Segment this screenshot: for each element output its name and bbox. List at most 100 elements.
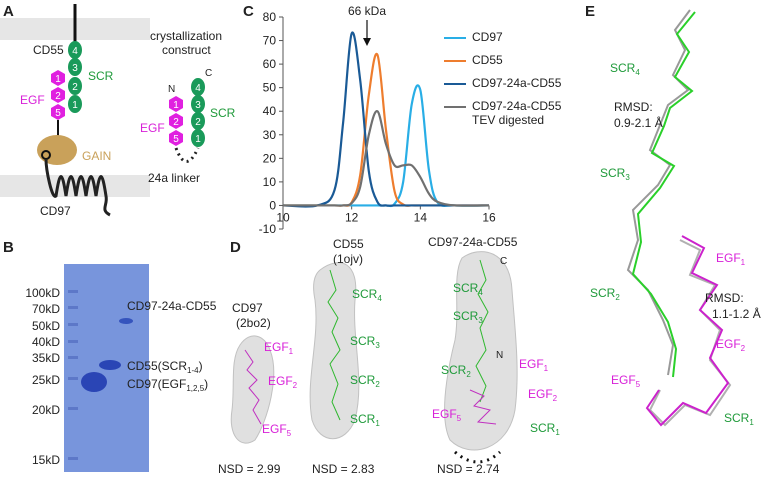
egf-domains (51, 70, 65, 120)
y-tick-label: 80 (263, 10, 277, 24)
domain-label: EGF2 (716, 337, 746, 353)
terminus: C (500, 256, 507, 267)
marker-label: 50kD (32, 319, 60, 333)
legend-entry: CD55 (444, 53, 580, 67)
panel-letter: D (230, 239, 241, 256)
legend-swatch (444, 83, 466, 85)
panel-letter: B (3, 239, 14, 256)
series-line (283, 52, 489, 207)
model-name: (2bo2) (236, 316, 271, 330)
linker (454, 450, 502, 464)
ribbons (244, 259, 497, 425)
domain-label: EGF5 (611, 373, 641, 389)
x-tick-label: 12 (345, 210, 359, 224)
domain-label: SCR3 (600, 166, 630, 182)
label: 24a linker (148, 171, 200, 185)
marker-label: 100kD (25, 286, 60, 300)
y-tick-label: 70 (263, 34, 277, 48)
domain-label: SCR2 (350, 373, 380, 389)
marker-label: 20kD (32, 403, 60, 417)
domain-label: SCR1 (350, 412, 380, 428)
series-line (283, 110, 490, 207)
marker-label: 40kD (32, 335, 60, 349)
label: EGF (20, 93, 45, 107)
y-tick-label: 10 (263, 175, 277, 189)
legend-swatch (444, 106, 466, 108)
label: CD55 (33, 43, 64, 57)
model-name: CD97 (232, 301, 263, 315)
label: construct (162, 43, 211, 57)
x-tick-label: 10 (276, 210, 290, 224)
domain-label: EGF2 (528, 387, 558, 403)
domain-number: 3 (195, 100, 201, 111)
label: crystallization (150, 29, 222, 43)
domain-number: 3 (72, 63, 78, 74)
legend-label: CD55 (472, 53, 503, 67)
marker-label: 25kD (32, 373, 60, 387)
annotation: 66 kDa (348, 4, 386, 18)
domain-number: 2 (72, 82, 78, 93)
band-label: CD55(SCR1-4) (127, 359, 203, 375)
legend-entry: CD97-24a-CD55 TEV digested (444, 99, 580, 127)
domain-label: SCR2 (441, 363, 471, 379)
superposition (626, 9, 732, 427)
domain-label: SCR4 (610, 61, 640, 77)
domain-label: SCR1 (724, 411, 754, 427)
legend-label: CD97 (472, 30, 503, 44)
domain-label: EGF5 (432, 407, 462, 423)
rmsd: 1.1-1.2 Å (712, 306, 761, 321)
scr-domains (191, 78, 205, 147)
label: N (168, 84, 175, 95)
series-line (282, 31, 489, 208)
label: SCR (88, 69, 114, 83)
domain-label: EGF1 (519, 357, 549, 373)
terminus: N (496, 350, 503, 361)
domain-label: EGF5 (262, 422, 292, 438)
domain-label: SCR3 (350, 334, 380, 350)
legend-swatch (444, 37, 466, 39)
rmsd: 0.9-2.1 Å (614, 115, 663, 130)
y-tick-label: 40 (263, 104, 277, 118)
gain-domain (37, 135, 77, 165)
domain-number: 2 (55, 91, 61, 102)
legend-swatch (444, 60, 466, 62)
legend-label: CD97-24a-CD55 TEV digested (472, 99, 562, 127)
label: CD97 (40, 204, 71, 218)
label: SCR (210, 106, 236, 120)
panel-letter: C (243, 3, 254, 20)
nsd: NSD = 2.83 (312, 462, 375, 476)
x-tick-label: 14 (414, 210, 428, 224)
legend-entry: CD97 (444, 30, 580, 44)
domain-label: SCR4 (352, 287, 382, 303)
domain-label: EGF1 (716, 251, 746, 267)
domain-label: SCR1 (530, 421, 560, 437)
label: C (205, 68, 212, 79)
label: EGF (140, 121, 165, 135)
y-tick-label: 20 (263, 151, 277, 165)
domain-label: SCR3 (453, 309, 483, 325)
domain-number: 2 (173, 117, 179, 128)
y-tick-label: 0 (269, 198, 276, 212)
legend-label: CD97-24a-CD55 (472, 76, 562, 90)
domain-number: 1 (173, 100, 179, 111)
domain-number: 4 (195, 83, 201, 94)
nsd: NSD = 2.74 (437, 462, 500, 476)
marker-label: 35kD (32, 351, 60, 365)
domain-number: 5 (173, 134, 179, 145)
domain-label: SCR4 (453, 281, 483, 297)
domain-label: EGF1 (264, 340, 294, 356)
domain-label: EGF2 (268, 374, 298, 390)
domain-number: 1 (195, 134, 201, 145)
model-name: CD55 (333, 237, 364, 251)
panel-letter: E (585, 3, 595, 20)
annotation-arrow (363, 38, 371, 46)
y-tick-label: -10 (259, 222, 277, 236)
model-name: (1ojv) (333, 252, 363, 266)
domain-number: 4 (72, 46, 78, 57)
x-tick-label: 16 (482, 210, 496, 224)
marker-label: 70kD (32, 302, 60, 316)
domain-label: SCR2 (590, 286, 620, 302)
